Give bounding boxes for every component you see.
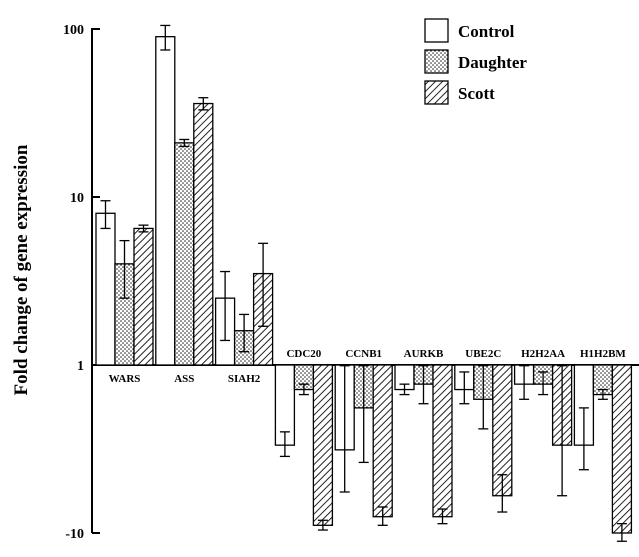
bar-control-wars <box>95 212 116 366</box>
category-label-siah2: SIAH2 <box>228 373 261 385</box>
category-label-h2h2aa: H2H2AA <box>521 348 565 360</box>
bar-scott-wars <box>133 227 154 366</box>
category-label-ube2c: UBE2C <box>465 348 501 360</box>
bar-scott-cdc20 <box>312 364 334 526</box>
category-label-wars: WARS <box>109 373 141 385</box>
category-label-ccnb1: CCNB1 <box>345 348 382 360</box>
legend-label-scott: Scott <box>458 84 495 103</box>
legend-label-daughter: Daughter <box>458 53 527 72</box>
bar-scott-ccnb1 <box>372 364 393 518</box>
category-label-h1h2bm: H1H2BM <box>580 348 626 360</box>
legend-label-control: Control <box>458 22 515 41</box>
bar-scott-ass <box>193 102 214 366</box>
bar-daughter-ass <box>174 142 195 366</box>
legend-swatch-control <box>424 18 449 43</box>
legend-swatch-daughter <box>424 49 449 74</box>
bar-scott-h1h2bm <box>611 364 633 534</box>
y-tick-label: -10 <box>65 527 84 542</box>
y-axis-label: Fold change of gene expression <box>11 144 32 395</box>
category-label-cdc20: CDC20 <box>286 348 321 360</box>
bar-scott-aurkb <box>432 364 453 518</box>
y-tick-label: 1 <box>77 359 84 374</box>
category-label-ass: ASS <box>174 373 194 385</box>
y-tick-label: 100 <box>63 23 84 38</box>
legend-swatch-scott <box>424 80 449 105</box>
y-tick-label: 10 <box>70 191 84 206</box>
category-label-aurkb: AURKB <box>404 348 444 360</box>
bar-control-ass <box>155 36 176 366</box>
